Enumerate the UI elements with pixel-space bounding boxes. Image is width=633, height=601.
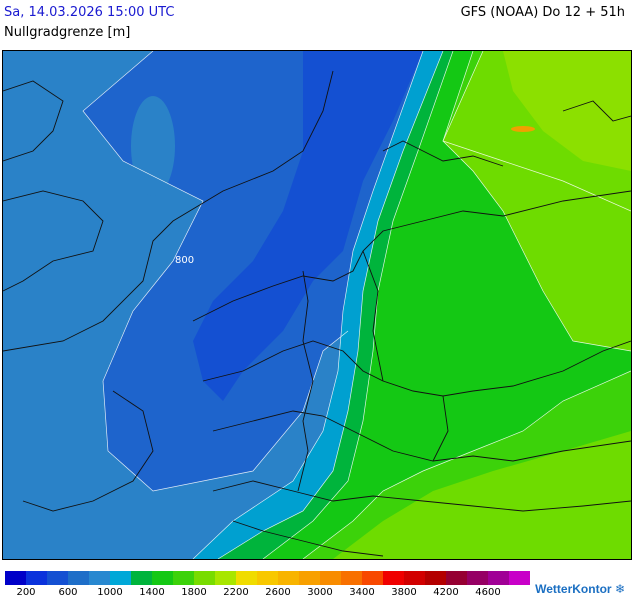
freezing-level-map: 800: [2, 50, 632, 560]
zone-2000-south: [333, 431, 631, 559]
brand-name: WetterKontor: [535, 582, 612, 596]
legend-swatch: [488, 571, 509, 585]
legend-tick-label: 2200: [223, 587, 249, 598]
legend-swatch: [278, 571, 299, 585]
legend-swatch: [47, 571, 68, 585]
map-canvas: 800: [3, 51, 631, 559]
legend-swatch: [68, 571, 89, 585]
wetterkontor-logo[interactable]: WetterKontor ❄: [535, 582, 625, 596]
legend-tick-label: 3400: [349, 587, 375, 598]
legend-swatch: [131, 571, 152, 585]
legend-swatch: [467, 571, 488, 585]
header-parameter: Nullgradgrenze [m]: [4, 25, 131, 40]
legend-swatch: [320, 571, 341, 585]
legend-swatch: [383, 571, 404, 585]
legend-swatch: [341, 571, 362, 585]
legend-swatch: [5, 571, 26, 585]
snowflake-icon: ❄: [614, 582, 625, 596]
legend-tick-label: 4600: [475, 587, 501, 598]
zone-1200: [193, 51, 443, 559]
legend-swatch: [194, 571, 215, 585]
header-datetime: Sa, 14.03.2026 15:00 UTC: [4, 5, 175, 20]
zone-1000-blob: [131, 96, 175, 196]
zone-600: [193, 51, 423, 401]
legend-swatch: [425, 571, 446, 585]
legend-tick-label: 1800: [181, 587, 207, 598]
legend-swatch: [257, 571, 278, 585]
header-model-run: GFS (NOAA) Do 12 + 51h: [460, 5, 625, 20]
legend-tick-label: 3800: [391, 587, 417, 598]
legend-swatch: [152, 571, 173, 585]
legend-tick-label: 600: [58, 587, 78, 598]
legend-swatch: [362, 571, 383, 585]
legend-swatch: [299, 571, 320, 585]
legend-tick-label: 3000: [307, 587, 333, 598]
legend-swatch: [509, 571, 530, 585]
warm-spot: [511, 126, 535, 132]
legend-tick-label: 1400: [139, 587, 165, 598]
legend-tick-label: 1000: [97, 587, 123, 598]
legend-swatch: [404, 571, 425, 585]
legend-swatch: [173, 571, 194, 585]
legend-swatch: [446, 571, 467, 585]
legend-tick-label: 200: [16, 587, 36, 598]
legend-tick-label: 4200: [433, 587, 459, 598]
legend-swatch: [236, 571, 257, 585]
legend-swatch: [26, 571, 47, 585]
legend-swatch: [110, 571, 131, 585]
color-legend: [5, 571, 530, 585]
legend-ticks: 200 600 1000 1400 1800 2200 2600 3000 3400 3800 42…: [0, 587, 540, 601]
legend-swatch: [89, 571, 110, 585]
zone-1800: [303, 51, 631, 559]
contour-label-800: 800: [175, 255, 194, 266]
zone-2200: [503, 51, 631, 171]
legend-swatch: [215, 571, 236, 585]
legend-tick-label: 2600: [265, 587, 291, 598]
